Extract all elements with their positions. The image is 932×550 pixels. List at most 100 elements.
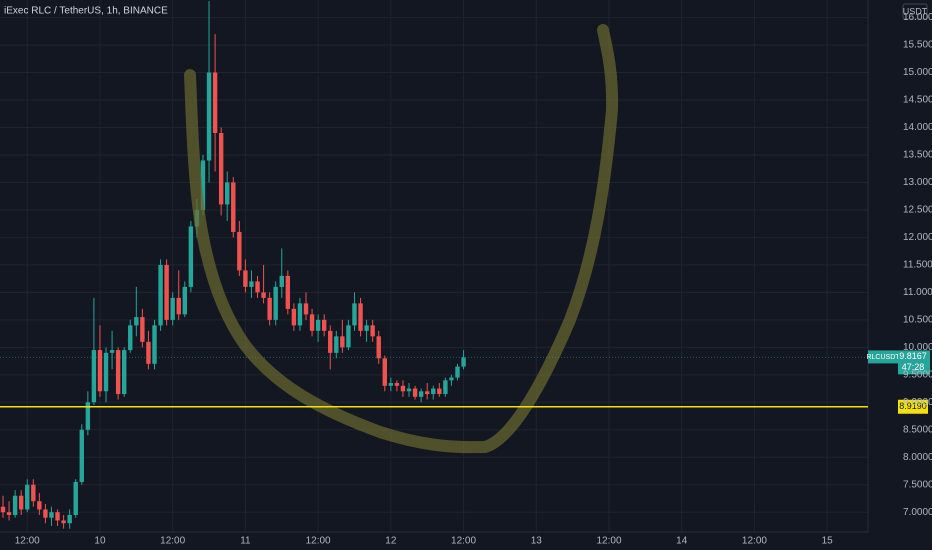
candle-body bbox=[61, 520, 66, 524]
x-tick-label: 14 bbox=[676, 536, 688, 547]
candle-body bbox=[352, 303, 357, 326]
y-tick-label: 12.5000 bbox=[903, 205, 932, 216]
currency-badge[interactable] bbox=[902, 3, 928, 20]
candle-body bbox=[321, 319, 327, 331]
candle-body bbox=[370, 325, 375, 337]
candle-body bbox=[340, 336, 345, 348]
candle-body bbox=[382, 358, 387, 386]
candle-body bbox=[297, 303, 303, 326]
candle-body bbox=[273, 286, 278, 320]
candle-body bbox=[146, 341, 151, 364]
y-tick-label: 15.5000 bbox=[903, 40, 932, 51]
candle-body bbox=[206, 72, 212, 161]
y-tick-label: 10.0000 bbox=[903, 342, 932, 353]
candle-body bbox=[243, 270, 248, 287]
currency-label: USDT bbox=[903, 6, 928, 16]
candle-body bbox=[152, 325, 157, 364]
y-tick-label: 11.0000 bbox=[903, 287, 932, 298]
candle-body bbox=[346, 325, 351, 348]
candle-body bbox=[31, 484, 36, 502]
candle-body bbox=[449, 377, 454, 381]
x-tick-label: 12 bbox=[385, 536, 397, 547]
candle-body bbox=[225, 182, 230, 205]
candle-body bbox=[328, 330, 333, 353]
y-tick-label: 13.0000 bbox=[903, 177, 932, 188]
last-price-badge bbox=[898, 350, 930, 375]
candle-body bbox=[237, 231, 242, 271]
horizontal-line-badge bbox=[898, 399, 928, 414]
candle-body bbox=[0, 506, 6, 513]
y-tick-label: 8.0000 bbox=[903, 452, 932, 463]
candle-body bbox=[158, 264, 163, 326]
y-tick-label: 9.0000 bbox=[903, 397, 932, 408]
y-tick-label: 15.0000 bbox=[903, 67, 932, 78]
x-tick-label: 10 bbox=[94, 536, 106, 547]
candle-body bbox=[455, 366, 460, 378]
x-tick-label: 12:00 bbox=[596, 536, 621, 547]
y-tick-label: 14.5000 bbox=[903, 95, 932, 106]
candle-body bbox=[425, 391, 430, 395]
candle-body bbox=[134, 317, 139, 326]
candle-body bbox=[358, 303, 363, 331]
candle-body bbox=[12, 495, 18, 515]
grid bbox=[0, 0, 868, 532]
candle-body bbox=[418, 391, 424, 397]
candle-body bbox=[170, 297, 175, 320]
x-tick-label: 11 bbox=[240, 536, 251, 547]
countdown-label: 47:28 bbox=[902, 362, 925, 372]
candle-body bbox=[164, 264, 169, 320]
y-tick-label: 12.0000 bbox=[903, 232, 932, 243]
candle-body bbox=[115, 350, 121, 395]
x-tick-label: 12:00 bbox=[160, 536, 185, 547]
candle-body bbox=[267, 297, 272, 320]
candle-body bbox=[18, 495, 24, 510]
candle-body bbox=[122, 350, 127, 395]
x-tick-label: 12:00 bbox=[15, 536, 40, 547]
candle-body bbox=[309, 314, 315, 331]
candle-body bbox=[376, 336, 381, 359]
candle-body bbox=[109, 350, 115, 353]
horizontal-line-label: 8.9190 bbox=[899, 401, 927, 411]
x-tick-label: 13 bbox=[531, 536, 543, 547]
candle-body bbox=[55, 512, 60, 521]
y-tick-label: 7.5000 bbox=[903, 479, 932, 490]
candle-body bbox=[67, 514, 72, 524]
candle-body bbox=[400, 385, 406, 392]
x-tick-label: 15 bbox=[822, 536, 834, 547]
candle-body bbox=[43, 509, 48, 518]
candle-body bbox=[85, 402, 91, 430]
y-tick-label: 11.5000 bbox=[903, 260, 932, 271]
x-tick-label: 12:00 bbox=[742, 536, 767, 547]
candle-body bbox=[231, 182, 236, 232]
candle-body bbox=[388, 383, 394, 386]
candle-body bbox=[6, 512, 12, 515]
symbol-label: RLCUSDT bbox=[866, 354, 900, 361]
candle-body bbox=[182, 286, 187, 315]
candle-body bbox=[97, 350, 103, 392]
last-price-label: 9.8167 bbox=[899, 351, 927, 361]
candle-body bbox=[212, 72, 218, 133]
x-tick-label: 12:00 bbox=[306, 536, 331, 547]
candle-body bbox=[406, 388, 412, 392]
candle-body bbox=[249, 281, 254, 287]
candle-body bbox=[176, 297, 181, 315]
candle-body bbox=[91, 350, 97, 403]
candle-body bbox=[303, 303, 309, 315]
candle-body bbox=[437, 388, 442, 395]
candle-body bbox=[412, 388, 418, 397]
hand-drawn-curve bbox=[184, 24, 619, 454]
x-tick-label: 12:00 bbox=[451, 536, 476, 547]
candle-body bbox=[394, 383, 400, 386]
y-tick-label: 10.5000 bbox=[903, 315, 932, 326]
candle-body bbox=[261, 292, 266, 298]
candle-body bbox=[279, 275, 284, 287]
candle-body bbox=[128, 325, 133, 351]
candle-body bbox=[315, 319, 321, 331]
candle-body bbox=[140, 317, 145, 342]
candle-body bbox=[255, 281, 260, 293]
y-tick-label: 9.5000 bbox=[903, 369, 932, 380]
candle-body bbox=[25, 484, 30, 510]
candle-body bbox=[103, 352, 109, 392]
